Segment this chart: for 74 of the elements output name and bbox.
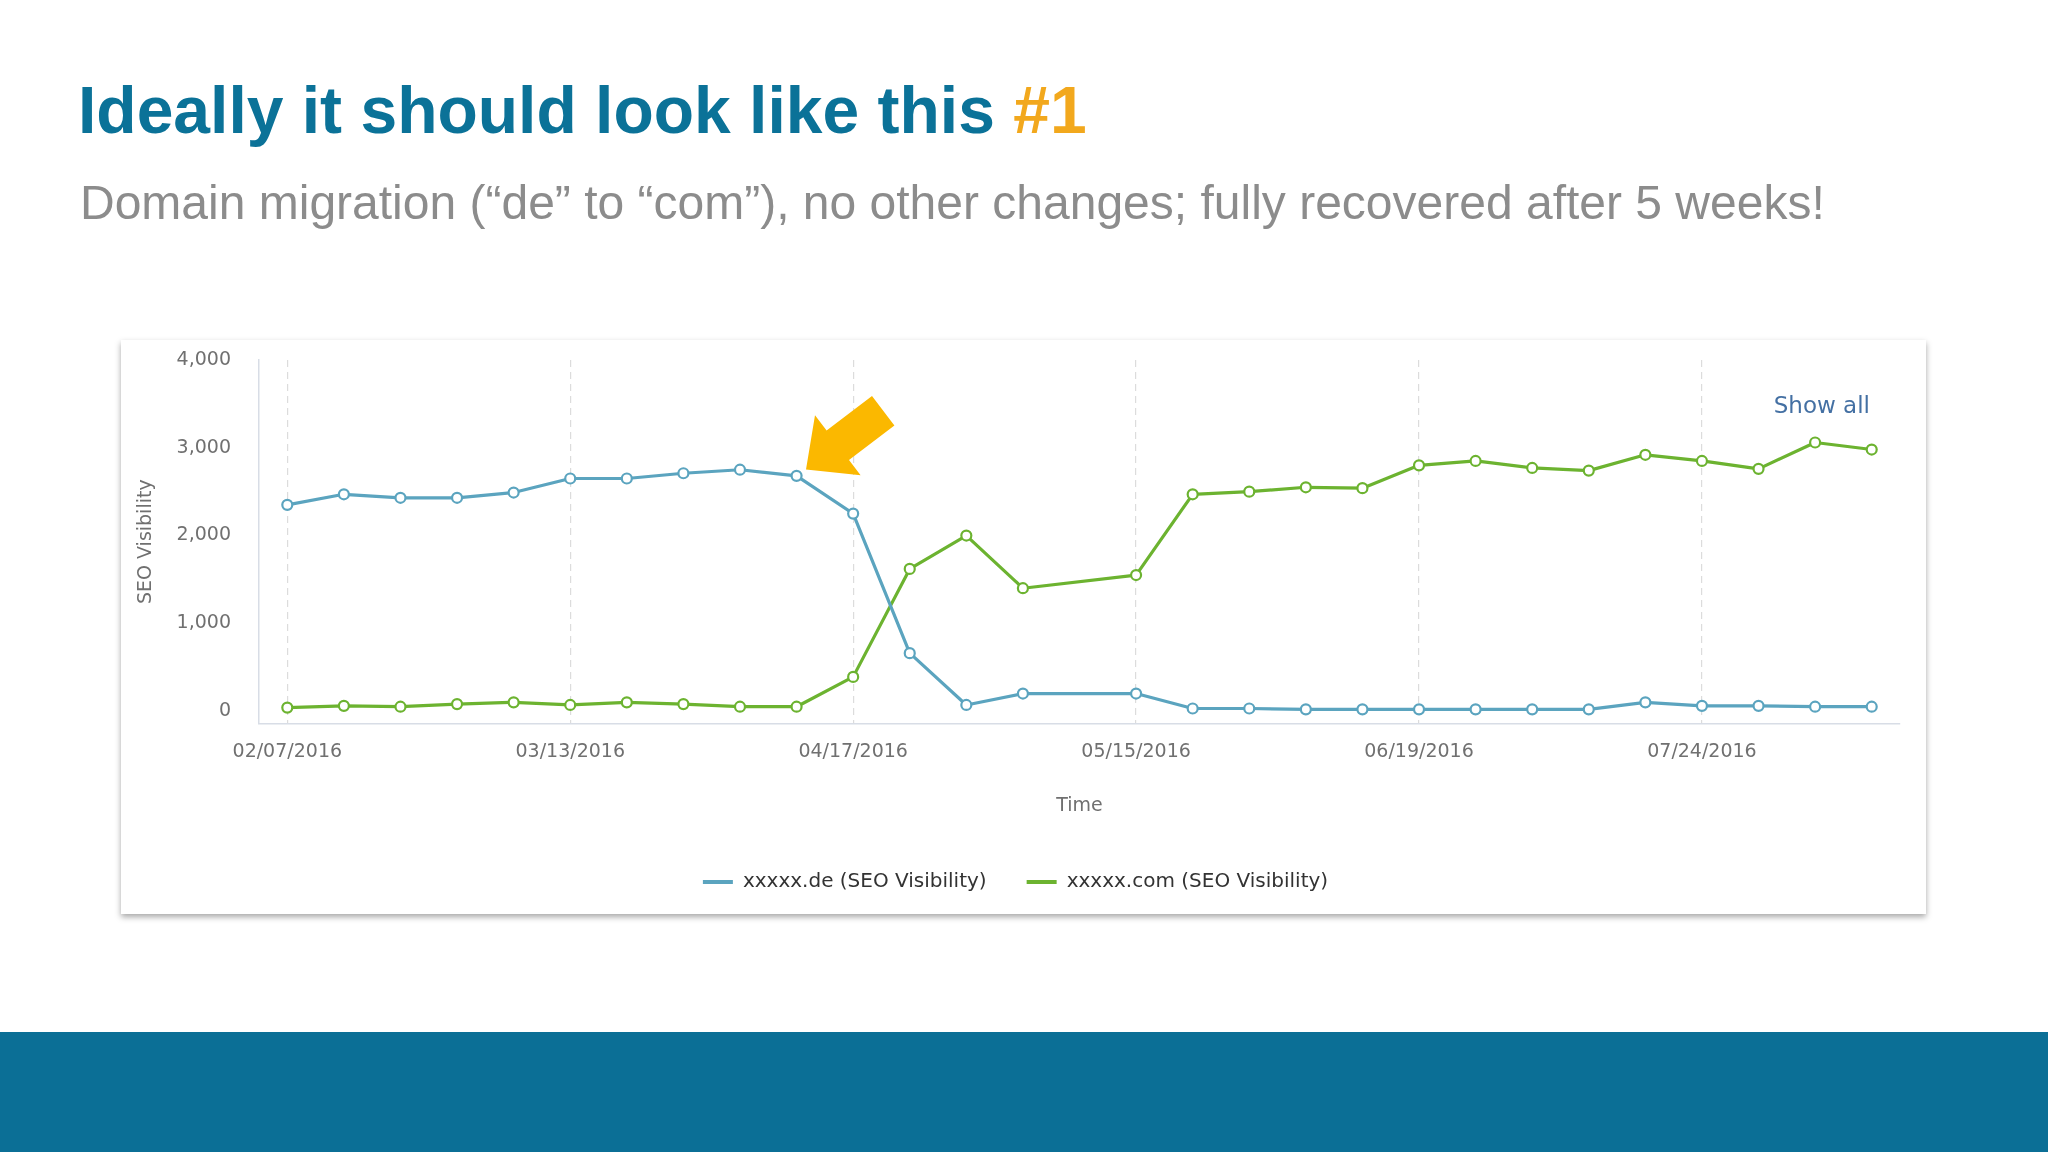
chart-title: Ideally it should look like this #1 xyxy=(78,72,1087,148)
point xyxy=(1809,700,1822,713)
point xyxy=(960,698,973,712)
legend-label: xxxxx.de (SEO Visibility) xyxy=(742,868,987,893)
y-axis-title: SEO Visibility xyxy=(133,479,156,605)
point xyxy=(1526,703,1539,716)
point xyxy=(450,491,464,504)
x-tick-label: 04/17/2016 xyxy=(798,738,908,761)
point xyxy=(1016,687,1030,700)
chart-subtitle: Domain migration (“de” to “com”), no other changes; fully recovered after 5 weeks! xyxy=(80,175,1825,230)
point xyxy=(337,488,350,501)
point xyxy=(1865,700,1878,713)
point xyxy=(1412,459,1426,472)
point xyxy=(394,700,407,713)
y-tick-label: 3,000 xyxy=(176,434,231,457)
point xyxy=(1186,488,1199,501)
point xyxy=(960,529,973,542)
point xyxy=(337,699,350,712)
legend-label: xxxxx.com (SEO Visibility) xyxy=(1066,868,1329,893)
point xyxy=(1582,464,1595,477)
point xyxy=(677,467,690,480)
point xyxy=(1356,482,1369,495)
point xyxy=(1809,436,1822,449)
point xyxy=(1412,703,1426,716)
point xyxy=(1356,703,1369,716)
point xyxy=(1752,462,1765,475)
y-tick-label: 0 xyxy=(218,698,231,721)
point xyxy=(1243,702,1256,715)
x-tick-label: 07/24/2016 xyxy=(1647,738,1757,761)
point xyxy=(790,700,803,713)
x-axis-title: Time xyxy=(1055,792,1103,815)
point xyxy=(450,697,464,711)
point xyxy=(507,696,520,709)
point xyxy=(790,469,803,482)
point xyxy=(733,463,747,476)
point xyxy=(677,697,690,711)
x-tick-label: 06/19/2016 xyxy=(1364,738,1474,761)
point xyxy=(1129,568,1143,582)
point xyxy=(1582,703,1595,716)
point xyxy=(1695,699,1709,712)
point xyxy=(1469,703,1482,716)
point xyxy=(281,701,294,714)
point xyxy=(1129,687,1143,700)
point xyxy=(1639,448,1652,461)
point xyxy=(564,472,577,485)
point xyxy=(1016,582,1030,595)
y-tick-label: 1,000 xyxy=(176,610,231,633)
point xyxy=(1243,485,1256,498)
y-tick-label: 4,000 xyxy=(176,346,231,369)
point xyxy=(847,507,860,520)
point xyxy=(620,472,633,485)
point xyxy=(1752,699,1765,712)
x-tick-label: 02/07/2016 xyxy=(232,738,343,761)
point xyxy=(1526,461,1539,475)
point xyxy=(1299,481,1312,494)
annotation: Show all xyxy=(1773,392,1870,418)
point xyxy=(564,698,577,712)
point xyxy=(620,696,633,709)
point xyxy=(847,670,860,683)
y-tick-label: 2,000 xyxy=(176,522,231,545)
point xyxy=(1639,696,1652,709)
point xyxy=(1469,454,1482,468)
point xyxy=(903,562,916,576)
x-tick-label: 05/15/2016 xyxy=(1081,738,1191,761)
point xyxy=(1865,443,1878,456)
point xyxy=(903,647,916,660)
point xyxy=(281,498,294,511)
point xyxy=(1186,702,1199,715)
point xyxy=(394,491,407,504)
x-tick-label: 03/13/2016 xyxy=(515,738,625,761)
point xyxy=(507,486,520,499)
point xyxy=(1695,454,1709,468)
point xyxy=(1299,703,1312,716)
point xyxy=(733,700,747,713)
